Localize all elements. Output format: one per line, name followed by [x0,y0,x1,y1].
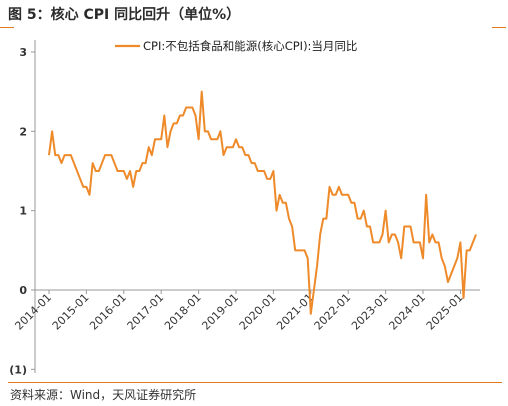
x-tick-label: 2024-01 [386,291,428,333]
x-tick-label: 2023-01 [349,291,391,333]
source-rule [8,382,502,383]
x-tick-label: 2018-01 [162,291,204,333]
x-tick-label: 2022-01 [312,291,354,333]
legend-label: CPI:不包括食品和能源(核心CPI):当月同比 [143,39,357,53]
title-rule-right [492,27,506,28]
x-tick-label: 2019-01 [199,291,241,333]
source-note: 资料来源：Wind，天风证券研究所 [10,388,197,402]
chart-title: 图 5：核心 CPI 同比回升（单位%） [8,7,241,23]
y-tick-label: 0 [19,284,27,297]
x-tick-label: 2014-01 [12,291,54,333]
title-rule-left [0,27,14,28]
x-tick-label: 2016-01 [87,291,129,333]
x-tick-label: 2015-01 [50,291,92,333]
x-tick-label: 2025-01 [424,291,466,333]
y-tick-label: 2 [19,125,27,138]
x-tick-label: 2017-01 [125,291,167,333]
y-tick-label: (1) [9,363,27,376]
x-tick-label: 2020-01 [237,291,279,333]
y-tick-label: 3 [19,46,27,59]
y-tick-label: 1 [19,205,27,218]
series-line [48,90,477,315]
